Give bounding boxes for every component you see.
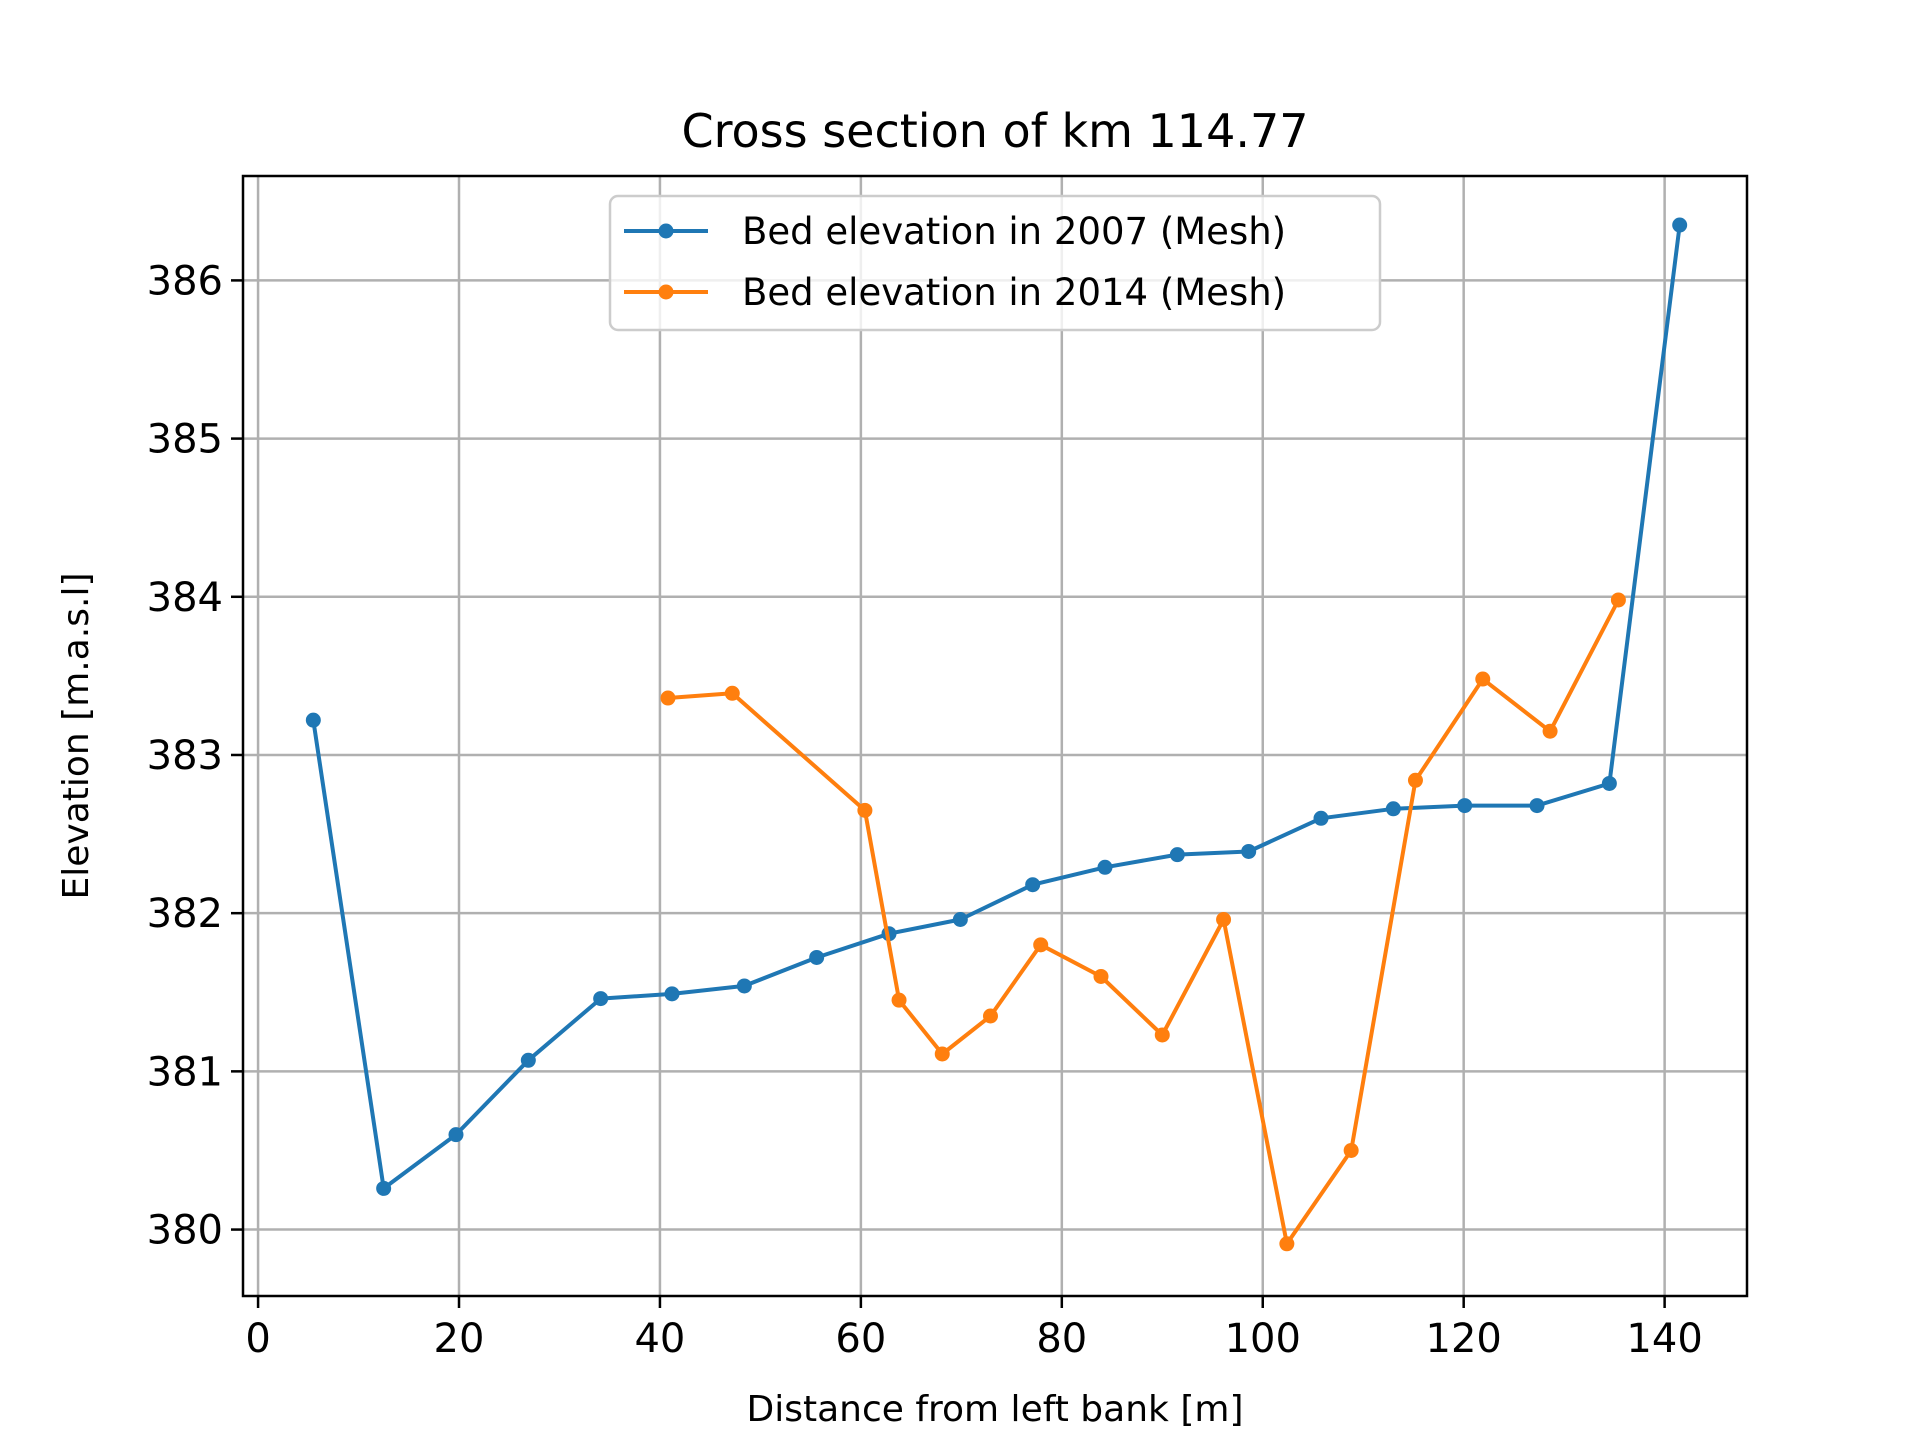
series-1-point-13 xyxy=(1475,671,1491,687)
x-tick-label-3: 60 xyxy=(835,1316,886,1362)
x-tick-label-6: 120 xyxy=(1426,1316,1502,1362)
series-0-point-13 xyxy=(1241,843,1257,859)
legend-label-1: Bed elevation in 2014 (Mesh) xyxy=(742,271,1286,314)
legend-marker-0 xyxy=(658,223,674,239)
y-tick-label-0: 380 xyxy=(147,1208,223,1254)
series-1 xyxy=(660,592,1626,1252)
series-0-point-10 xyxy=(1025,877,1041,893)
y-tick-label-5: 385 xyxy=(147,417,223,463)
series-0-point-0 xyxy=(305,712,321,728)
series-1-point-2 xyxy=(857,802,873,818)
series-0-point-2 xyxy=(448,1127,464,1143)
series-0-point-12 xyxy=(1169,847,1185,863)
series-0-point-16 xyxy=(1457,798,1473,814)
series-0 xyxy=(305,217,1688,1196)
x-tick-label-7: 140 xyxy=(1626,1316,1702,1362)
series-layer xyxy=(305,217,1688,1252)
x-tick-label-1: 20 xyxy=(434,1316,485,1362)
series-0-point-5 xyxy=(664,986,680,1002)
series-0-point-11 xyxy=(1097,859,1113,875)
series-1-point-4 xyxy=(934,1046,950,1062)
series-1-point-15 xyxy=(1610,592,1626,608)
x-tick-label-2: 40 xyxy=(634,1316,685,1362)
x-tick-label-4: 80 xyxy=(1036,1316,1087,1362)
series-0-point-18 xyxy=(1601,775,1617,791)
legend-marker-1 xyxy=(658,284,674,300)
series-1-point-10 xyxy=(1279,1236,1295,1252)
chart-title: Cross section of km 114.77 xyxy=(682,104,1309,158)
legend: Bed elevation in 2007 (Mesh) Bed elevatio… xyxy=(608,194,1382,332)
y-axis-title: Elevation [m.a.s.l] xyxy=(56,573,97,900)
series-1-point-5 xyxy=(982,1008,998,1024)
series-1-point-8 xyxy=(1154,1027,1170,1043)
legend-label-0: Bed elevation in 2007 (Mesh) xyxy=(742,210,1286,253)
y-tick-label-6: 386 xyxy=(147,258,223,304)
legend-box xyxy=(608,194,1382,332)
series-1-point-12 xyxy=(1407,772,1423,788)
x-tick-label-0: 0 xyxy=(245,1316,270,1362)
series-1-point-9 xyxy=(1216,912,1232,928)
series-1-point-3 xyxy=(891,992,907,1008)
series-0-point-17 xyxy=(1529,798,1545,814)
y-tick-label-4: 384 xyxy=(147,575,223,621)
series-0-point-9 xyxy=(952,912,968,928)
series-0-point-19 xyxy=(1672,217,1688,233)
x-axis-title: Distance from left bank [m] xyxy=(746,1389,1243,1430)
series-0-point-3 xyxy=(520,1052,536,1068)
series-1-point-1 xyxy=(724,685,740,701)
series-0-point-15 xyxy=(1385,801,1401,817)
series-0-point-1 xyxy=(376,1180,392,1196)
series-1-point-6 xyxy=(1033,937,1049,953)
y-tick-label-2: 382 xyxy=(147,891,223,937)
series-0-point-6 xyxy=(736,978,752,994)
x-tick-label-5: 100 xyxy=(1225,1316,1301,1362)
series-1-point-0 xyxy=(660,690,676,706)
series-line-1 xyxy=(667,599,1621,1246)
series-0-point-4 xyxy=(593,991,609,1007)
y-axis: 380 381 382 383 384 385 386 xyxy=(147,258,243,1254)
series-0-point-14 xyxy=(1313,810,1329,826)
y-tick-label-1: 381 xyxy=(147,1049,223,1095)
x-axis: 0 20 40 60 80 100 120 140 xyxy=(245,1296,1703,1362)
series-1-point-14 xyxy=(1542,723,1558,739)
plot-frame xyxy=(241,174,1749,1298)
y-tick-label-3: 383 xyxy=(147,733,223,779)
series-1-point-11 xyxy=(1343,1142,1359,1158)
series-1-point-7 xyxy=(1093,968,1109,984)
series-0-point-7 xyxy=(809,949,825,965)
series-line-0 xyxy=(311,224,1682,1191)
